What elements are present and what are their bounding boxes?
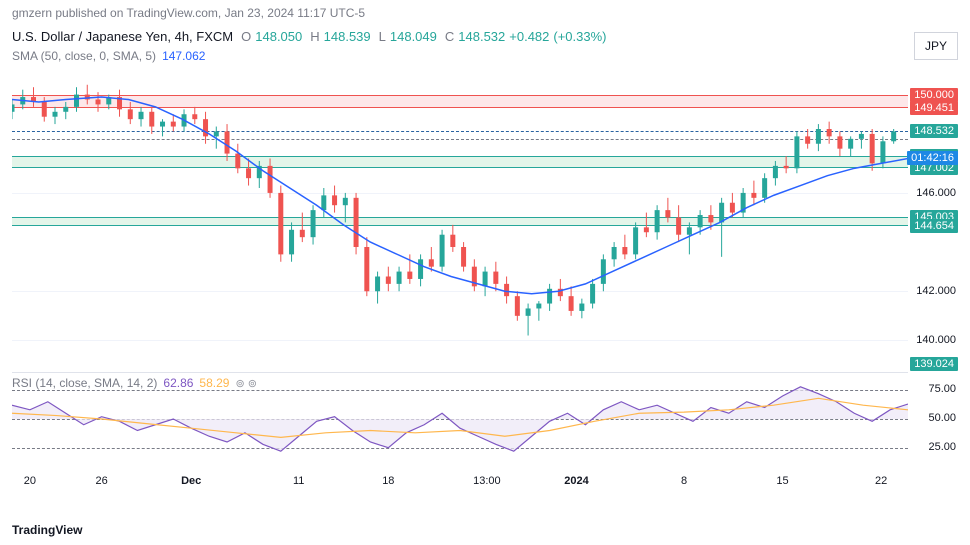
main-chart[interactable] [12, 70, 908, 365]
low-value: 148.049 [390, 29, 437, 44]
price-tick: 142.000 [916, 285, 956, 297]
time-tick: Dec [181, 475, 201, 487]
high-label: H [310, 29, 319, 44]
time-tick: 8 [681, 475, 687, 487]
currency-box[interactable]: JPY [914, 32, 958, 60]
rsi-tick: 50.00 [928, 412, 956, 424]
change-pct: (+0.33%) [553, 29, 606, 44]
rsi-header: RSI (14, close, SMA, 14, 2) 62.86 58.29 … [12, 376, 257, 390]
close-value: 148.532 [458, 29, 505, 44]
price-badge: 149.451 [910, 101, 958, 115]
price-badge: 144.654 [910, 219, 958, 233]
price-badge: 150.000 [910, 88, 958, 102]
open-label: O [241, 29, 251, 44]
sma-label: SMA (50, close, 0, SMA, 5) [12, 49, 156, 63]
rsi-settings-icon[interactable]: ⊚ ⊚ [235, 377, 257, 390]
rsi-value-2: 58.29 [199, 376, 229, 390]
time-tick: 26 [95, 475, 107, 487]
countdown-badge: 01:42:16 [907, 151, 958, 165]
sma-header: SMA (50, close, 0, SMA, 5) 147.062 [0, 47, 970, 65]
rsi-value-1: 62.86 [163, 376, 193, 390]
chart-title: U.S. Dollar / Japanese Yen, 4h, FXCM [12, 29, 233, 44]
time-tick: 22 [875, 475, 887, 487]
rsi-axis: 75.00 50.00 25.00 [910, 372, 958, 464]
time-tick: 20 [24, 475, 36, 487]
rsi-tick: 75.00 [928, 383, 956, 395]
price-badge: 148.532 [910, 124, 958, 138]
price-badge: 139.024 [910, 357, 958, 371]
time-tick: 2024 [564, 475, 588, 487]
close-label: C [445, 29, 454, 44]
time-tick: 13:00 [473, 475, 501, 487]
time-tick: 11 [293, 475, 304, 487]
price-axis: 146.000 142.000 140.000 150.000149.451 148.5… [910, 70, 958, 365]
change-value: +0.482 [509, 29, 549, 44]
low-label: L [379, 29, 386, 44]
open-value: 148.050 [255, 29, 302, 44]
time-tick: 18 [382, 475, 394, 487]
rsi-tick: 25.00 [928, 441, 956, 453]
high-value: 148.539 [324, 29, 371, 44]
chart-header: U.S. Dollar / Japanese Yen, 4h, FXCM O 14… [0, 26, 970, 47]
price-tick: 146.000 [916, 187, 956, 199]
time-tick: 15 [776, 475, 788, 487]
tradingview-logo: TradingView [12, 523, 82, 537]
publish-header: gmzern published on TradingView.com, Jan… [0, 0, 970, 26]
price-tick: 140.000 [916, 334, 956, 346]
rsi-label: RSI (14, close, SMA, 14, 2) [12, 376, 157, 390]
time-axis: 20 26 Dec 11 18 13:00 2024 8 15 22 [12, 475, 908, 495]
sma-value: 147.062 [162, 49, 205, 63]
